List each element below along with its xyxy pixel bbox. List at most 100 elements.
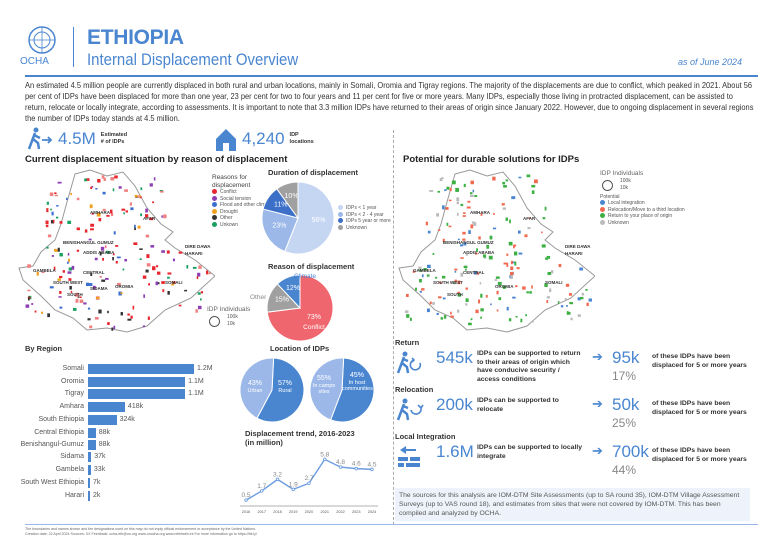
idp-site-marker — [565, 283, 570, 287]
idp-site-marker — [153, 177, 156, 181]
idp-site-marker — [501, 203, 505, 206]
slice-label: 57% — [277, 380, 292, 387]
idp-site-marker — [106, 214, 110, 217]
idp-site-marker — [122, 268, 125, 271]
idp-site-marker — [546, 300, 549, 303]
idp-site-marker — [520, 318, 523, 323]
idp-site-marker — [496, 290, 499, 295]
region-bar — [88, 389, 186, 399]
idp-site-marker — [88, 283, 93, 286]
idp-site-marker — [437, 190, 441, 193]
idp-site-marker — [432, 302, 435, 305]
idp-site-marker — [115, 245, 119, 247]
idp-site-marker — [457, 238, 460, 241]
trend-value-label: 4.8 — [336, 459, 345, 466]
idp-site-marker — [514, 244, 517, 247]
idp-site-marker — [457, 280, 461, 285]
slice-label: 23% — [272, 222, 286, 229]
idp-site-marker — [427, 230, 431, 234]
reason-pie: 73% 15% 12% Climate Other Conflict — [250, 273, 334, 342]
idp-site-marker — [505, 179, 509, 182]
legend-item: IDPs < 1 year — [338, 205, 391, 212]
idp-site-marker — [166, 250, 170, 254]
idp-site-marker — [514, 261, 517, 266]
idp-site-marker — [95, 188, 98, 190]
idp-site-marker — [505, 217, 509, 221]
idp-site-marker — [118, 186, 122, 189]
idp-site-marker — [405, 310, 409, 314]
idp-site-marker — [69, 285, 72, 290]
idp-site-marker — [91, 212, 94, 215]
idp-site-marker — [100, 246, 105, 251]
idp-site-marker — [59, 253, 63, 257]
footer-disclaimer: The boundaries and names shown and the d… — [25, 527, 257, 531]
idp-site-marker — [70, 290, 73, 293]
x-tick-label: 2018 — [273, 510, 281, 514]
legend-item: Social tension — [212, 195, 272, 203]
idp-site-marker — [480, 293, 483, 298]
idp-site-marker — [540, 231, 543, 234]
idp-site-marker — [45, 220, 49, 225]
idp-site-marker — [432, 253, 435, 255]
slice-label: 12% — [286, 285, 300, 292]
idp-site-marker — [155, 281, 158, 286]
idp-site-marker — [101, 175, 105, 179]
bar-value-label: 324k — [119, 416, 135, 423]
idp-site-marker — [68, 278, 72, 281]
legend-label: Relocation/Move to a third location — [608, 206, 685, 213]
idp-site-marker — [516, 267, 520, 270]
idp-site-marker — [421, 274, 424, 278]
idp-site-marker — [59, 306, 63, 309]
trend-point — [338, 465, 343, 469]
idp-site-marker — [111, 327, 114, 331]
idp-site-marker — [90, 272, 93, 276]
idp-site-marker — [566, 304, 568, 307]
idp-site-marker — [456, 197, 460, 202]
idp-site-marker — [472, 221, 475, 224]
legend-swatch — [338, 224, 343, 230]
idp-site-marker — [498, 297, 502, 301]
legend-swatch — [600, 206, 605, 212]
solution-description: IDPs can be supported to locally integra… — [477, 444, 582, 460]
region-label: ADDIS ABABA — [83, 250, 115, 255]
pie-slice — [276, 181, 299, 220]
legend-label: Unknown — [608, 219, 629, 226]
idp-site-marker — [98, 309, 102, 314]
legend-label: Unknown — [346, 224, 367, 231]
idp-site-marker — [120, 312, 123, 316]
idp-site-marker — [85, 282, 90, 287]
idp-site-marker — [76, 227, 80, 231]
idp-site-marker — [474, 252, 478, 255]
idp-site-marker — [585, 289, 588, 291]
pie-slice — [309, 357, 345, 421]
idp-site-marker — [495, 276, 500, 279]
idp-site-marker — [133, 242, 138, 246]
bar-category-label: South West Ethiopia — [20, 479, 84, 486]
by-region-title: By Region — [25, 344, 63, 353]
duration-legend: IDPs < 1 year IDPs < 2 - 4 year IDPs 5 yea… — [338, 205, 391, 231]
circle-size-icon — [602, 179, 613, 191]
idp-site-marker — [470, 318, 473, 321]
bar-value-label: 1.1M — [188, 390, 204, 397]
idp-site-marker — [568, 293, 573, 296]
trend-title: Displacement trend, 2016-2023 (in million… — [245, 429, 355, 447]
bar-value-label: 33k — [93, 466, 106, 473]
idp-site-marker — [147, 316, 150, 320]
return-icon — [396, 351, 422, 374]
idp-site-marker — [479, 282, 482, 285]
pie-slice — [239, 357, 275, 419]
slice-name-label: In host communities — [342, 379, 373, 393]
pie-slice — [276, 274, 301, 310]
idp-site-marker — [139, 196, 142, 199]
stat-label: IDP — [289, 132, 299, 138]
x-tick-label: 2020 — [305, 510, 313, 514]
idp-site-marker — [581, 292, 585, 296]
idp-site-marker — [186, 265, 189, 269]
idp-site-marker — [462, 238, 466, 241]
idp-site-marker — [570, 317, 573, 321]
bar-value-label: 88k — [98, 441, 111, 448]
stat-value: 4.5M — [58, 129, 96, 148]
legend-label: Local integration — [608, 200, 645, 207]
idp-site-marker — [456, 212, 459, 216]
idp-site-marker — [161, 281, 165, 284]
